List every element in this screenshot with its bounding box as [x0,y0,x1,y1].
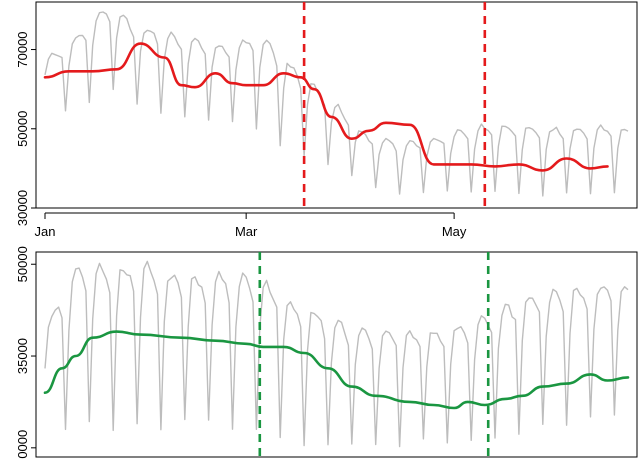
plot-frame-1 [35,1,638,209]
raw-series-line-2 [44,260,629,448]
y-tick-label-2: 20000 [15,430,30,459]
raw-series-line-1 [44,11,629,197]
x-tick-label: Jan [35,224,56,239]
trend-series-line-2 [43,330,630,410]
x-tick-label: May [442,224,467,239]
y-tick-label-2: 50000 [15,246,30,282]
y-tick-label-1: 30000 [15,190,30,226]
plot-frame-2 [35,251,638,458]
y-tick-label-2: 35000 [15,338,30,374]
y-tick-label-1: 70000 [15,31,30,67]
x-tick-label: Mar [235,224,258,239]
y-tick-label-1: 50000 [15,111,30,147]
trend-series-line-1 [43,42,609,172]
